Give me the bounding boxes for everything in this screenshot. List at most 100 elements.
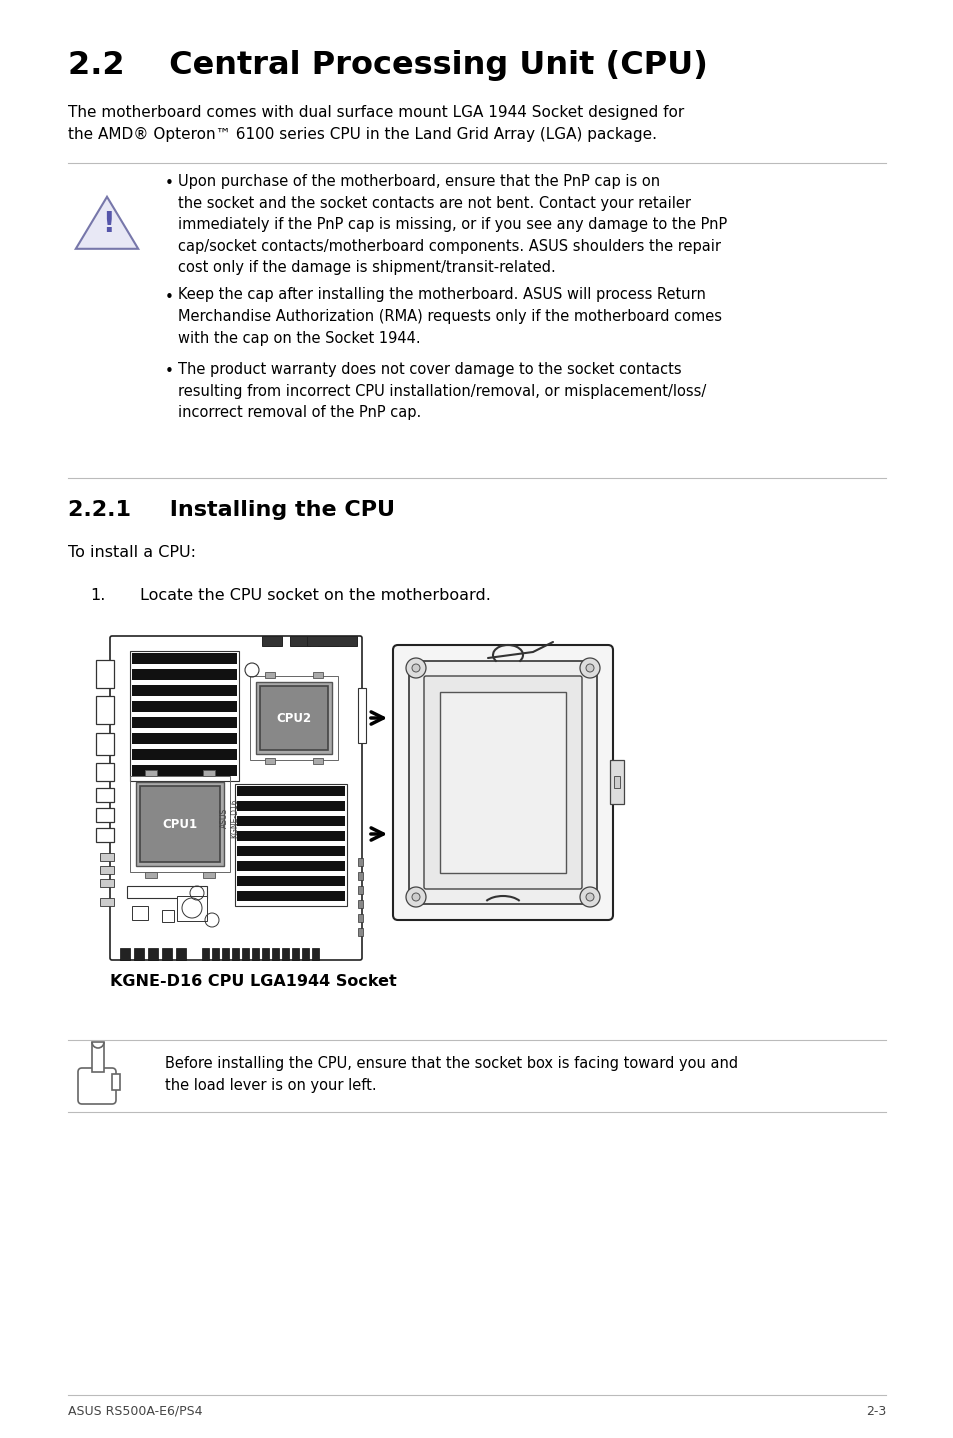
- Bar: [212, 948, 219, 961]
- Circle shape: [406, 659, 426, 677]
- Bar: [236, 846, 345, 856]
- Bar: [232, 948, 239, 961]
- Bar: [202, 948, 209, 961]
- Bar: [262, 948, 269, 961]
- Bar: [162, 910, 173, 922]
- Bar: [132, 653, 236, 664]
- Text: 2.2.1     Installing the CPU: 2.2.1 Installing the CPU: [68, 500, 395, 521]
- Text: 1.: 1.: [90, 588, 105, 603]
- Bar: [100, 866, 113, 874]
- Text: To install a CPU:: To install a CPU:: [68, 545, 195, 559]
- Bar: [272, 948, 278, 961]
- Bar: [313, 672, 323, 677]
- Text: KGNE-D16 CPU LGA1944 Socket: KGNE-D16 CPU LGA1944 Socket: [110, 974, 396, 989]
- FancyBboxPatch shape: [260, 686, 328, 751]
- Circle shape: [579, 887, 599, 907]
- Bar: [313, 758, 323, 764]
- Text: •: •: [165, 364, 173, 380]
- Bar: [236, 831, 345, 841]
- Bar: [439, 692, 565, 873]
- Bar: [252, 948, 258, 961]
- Bar: [236, 861, 345, 871]
- Bar: [100, 897, 113, 906]
- Bar: [177, 896, 207, 920]
- Text: Upon purchase of the motherboard, ensure that the PnP cap is on
the socket and t: Upon purchase of the motherboard, ensure…: [178, 174, 726, 276]
- Text: 2.2    Central Processing Unit (CPU): 2.2 Central Processing Unit (CPU): [68, 50, 707, 81]
- Bar: [132, 718, 236, 728]
- Bar: [307, 636, 356, 646]
- Circle shape: [579, 659, 599, 677]
- Bar: [357, 900, 363, 907]
- Bar: [203, 769, 214, 777]
- Bar: [100, 853, 113, 861]
- Polygon shape: [112, 1074, 120, 1090]
- Polygon shape: [75, 197, 138, 249]
- Text: CPU2: CPU2: [276, 712, 312, 725]
- Bar: [265, 758, 274, 764]
- FancyBboxPatch shape: [110, 636, 361, 961]
- Bar: [100, 879, 113, 887]
- Bar: [96, 828, 113, 843]
- Bar: [148, 948, 158, 961]
- Bar: [222, 948, 229, 961]
- Bar: [236, 801, 345, 811]
- Bar: [236, 892, 345, 902]
- Bar: [132, 906, 148, 920]
- Bar: [96, 808, 113, 823]
- Bar: [132, 700, 236, 712]
- Circle shape: [412, 664, 419, 672]
- Bar: [96, 696, 113, 723]
- Bar: [203, 871, 214, 879]
- Bar: [145, 769, 157, 777]
- Text: 2-3: 2-3: [864, 1405, 885, 1418]
- Bar: [234, 784, 347, 906]
- Bar: [236, 876, 345, 886]
- Bar: [96, 660, 113, 687]
- Circle shape: [585, 664, 594, 672]
- Bar: [132, 684, 236, 696]
- Bar: [130, 651, 239, 781]
- Bar: [132, 749, 236, 761]
- Bar: [357, 928, 363, 936]
- Bar: [357, 687, 366, 743]
- Bar: [236, 787, 345, 797]
- Bar: [290, 636, 310, 646]
- Bar: [292, 948, 298, 961]
- Bar: [312, 948, 318, 961]
- FancyBboxPatch shape: [140, 787, 220, 861]
- Bar: [162, 948, 172, 961]
- Bar: [132, 765, 236, 777]
- Text: !: !: [102, 210, 114, 239]
- Bar: [265, 672, 274, 677]
- Text: Keep the cap after installing the motherboard. ASUS will process Return
Merchand: Keep the cap after installing the mother…: [178, 288, 721, 345]
- Text: Before installing the CPU, ensure that the socket box is facing toward you and
t: Before installing the CPU, ensure that t…: [165, 1055, 738, 1093]
- Bar: [132, 733, 236, 743]
- Bar: [127, 886, 207, 897]
- Text: The motherboard comes with dual surface mount LGA 1944 Socket designed for
the A: The motherboard comes with dual surface …: [68, 105, 683, 142]
- Bar: [250, 676, 337, 761]
- Bar: [357, 858, 363, 866]
- Bar: [175, 948, 186, 961]
- Bar: [96, 764, 113, 781]
- FancyBboxPatch shape: [136, 782, 224, 866]
- Bar: [132, 669, 236, 680]
- Bar: [282, 948, 289, 961]
- Text: •: •: [165, 289, 173, 305]
- FancyBboxPatch shape: [393, 646, 613, 920]
- Text: ASUS RS500A-E6/PS4: ASUS RS500A-E6/PS4: [68, 1405, 202, 1418]
- Bar: [609, 761, 623, 804]
- FancyBboxPatch shape: [423, 676, 581, 889]
- Circle shape: [585, 893, 594, 902]
- Bar: [357, 915, 363, 922]
- Bar: [96, 788, 113, 802]
- Circle shape: [412, 893, 419, 902]
- Bar: [357, 886, 363, 894]
- Polygon shape: [91, 1043, 104, 1071]
- Text: CPU1: CPU1: [162, 817, 197, 831]
- Bar: [130, 777, 230, 871]
- Bar: [302, 948, 309, 961]
- Bar: [614, 777, 619, 788]
- FancyBboxPatch shape: [255, 682, 332, 754]
- Bar: [96, 733, 113, 755]
- FancyBboxPatch shape: [78, 1068, 116, 1104]
